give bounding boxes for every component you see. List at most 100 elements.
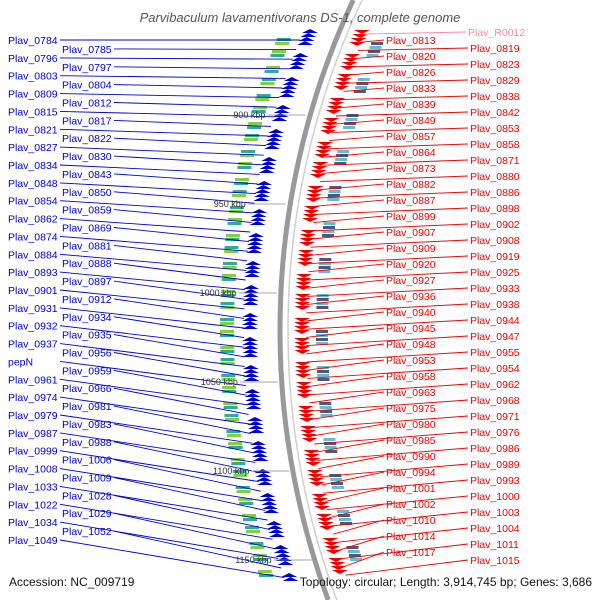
function-block xyxy=(224,246,239,249)
right-leader-line xyxy=(335,527,469,543)
right-gene-label: Plav_0849 xyxy=(386,115,436,127)
left-leader-line xyxy=(113,48,297,51)
right-gene-label: Plav_0887 xyxy=(386,195,436,207)
reverse-gene-mark xyxy=(306,190,323,194)
forward-gene-mark xyxy=(246,245,263,249)
right-leader-line xyxy=(318,183,385,191)
function-block xyxy=(220,350,235,353)
right-gene-label: Plav_1014 xyxy=(386,531,436,543)
function-block xyxy=(232,470,247,473)
reverse-gene-mark xyxy=(329,562,346,566)
forward-gene-mark xyxy=(263,509,280,513)
left-leader-line xyxy=(113,387,249,415)
left-leader-line xyxy=(113,369,247,396)
function-block xyxy=(319,402,332,405)
function-block xyxy=(323,226,335,229)
function-block xyxy=(256,94,271,97)
function-block xyxy=(320,414,333,417)
reverse-gene-mark xyxy=(299,418,315,422)
function-block xyxy=(250,546,265,549)
forward-gene-mark xyxy=(253,197,270,201)
reverse-gene-mark xyxy=(305,462,322,466)
function-block xyxy=(257,570,272,573)
left-gene-label: Plav_0803 xyxy=(8,71,58,83)
reverse-gene-mark xyxy=(294,298,311,302)
forward-gene-mark xyxy=(269,533,286,537)
left-gene-label: Plav_0901 xyxy=(8,285,58,297)
left-gene-label: Plav_0834 xyxy=(8,160,58,172)
left-leader-line xyxy=(113,155,262,166)
reverse-gene-mark xyxy=(302,218,319,222)
left-leader-line xyxy=(113,84,283,89)
function-block xyxy=(275,42,290,45)
left-gene-label: Plav_0888 xyxy=(62,258,112,270)
right-leader-line xyxy=(307,271,469,281)
forward-gene-mark xyxy=(297,41,314,45)
left-gene-label: Plav_0830 xyxy=(62,151,112,163)
function-block xyxy=(318,270,331,273)
function-block xyxy=(323,438,336,441)
reverse-gene-mark xyxy=(303,450,320,454)
forward-gene-mark xyxy=(256,477,273,481)
left-leader-line xyxy=(59,218,251,233)
left-leader-line xyxy=(113,102,277,108)
reverse-gene-mark xyxy=(295,382,312,386)
reverse-gene-mark xyxy=(320,130,337,134)
right-leader-line xyxy=(307,367,469,379)
right-leader-line xyxy=(329,135,385,142)
left-gene-label: Plav_0859 xyxy=(62,205,112,217)
reverse-gene-mark xyxy=(322,122,339,126)
function-block xyxy=(220,330,234,333)
right-leader-line xyxy=(305,319,469,330)
forward-gene-mark xyxy=(282,577,299,581)
right-leader-line xyxy=(315,439,385,453)
forward-gene-mark xyxy=(247,237,264,241)
left-leader-line xyxy=(113,262,246,281)
function-block xyxy=(229,206,244,209)
function-block xyxy=(220,346,235,349)
reverse-gene-mark xyxy=(294,306,311,310)
function-block xyxy=(238,498,253,501)
left-gene-label: Plav_0974 xyxy=(8,392,58,404)
right-gene-label: Plav_0857 xyxy=(386,131,436,143)
left-gene-label: Plav_0956 xyxy=(62,348,112,360)
forward-gene-mark xyxy=(242,345,259,349)
left-leader-line xyxy=(113,441,258,473)
forward-gene-mark xyxy=(281,85,298,89)
left-gene-label: Plav_1029 xyxy=(62,508,112,520)
right-gene-label: Plav_0980 xyxy=(386,419,436,431)
left-leader-line xyxy=(59,450,259,483)
function-block xyxy=(276,38,291,41)
forward-gene-mark xyxy=(264,145,280,149)
left-leader-line xyxy=(113,494,271,531)
function-block xyxy=(337,510,350,513)
left-leader-line xyxy=(113,119,272,127)
forward-gene-mark xyxy=(255,473,272,477)
reverse-gene-mark xyxy=(294,318,311,322)
right-leader-line xyxy=(345,559,469,576)
left-leader-line xyxy=(59,57,293,60)
left-gene-label: Plav_0796 xyxy=(8,53,58,65)
right-leader-line xyxy=(308,263,385,273)
function-block xyxy=(220,302,235,305)
reverse-gene-mark xyxy=(311,166,328,170)
left-leader-line xyxy=(113,298,245,319)
forward-gene-mark xyxy=(283,77,300,81)
kbp-tick-label: 1150 kbp xyxy=(235,555,271,565)
reverse-gene-mark xyxy=(294,342,311,346)
rna-leader-line xyxy=(364,31,467,35)
function-block xyxy=(228,218,243,221)
function-block xyxy=(239,502,254,505)
forward-gene-mark xyxy=(267,133,283,137)
reverse-gene-mark xyxy=(303,210,320,214)
function-block xyxy=(243,518,257,521)
reverse-gene-mark xyxy=(352,34,369,38)
function-block xyxy=(245,526,259,529)
left-gene-label: Plav_0932 xyxy=(8,321,58,333)
left-gene-label: Plav_0999 xyxy=(8,446,58,458)
left-gene-label: Plav_0966 xyxy=(62,383,112,395)
function-block xyxy=(220,294,235,297)
reverse-gene-mark xyxy=(308,478,325,482)
right-leader-line xyxy=(321,471,385,486)
forward-gene-mark xyxy=(245,397,261,401)
